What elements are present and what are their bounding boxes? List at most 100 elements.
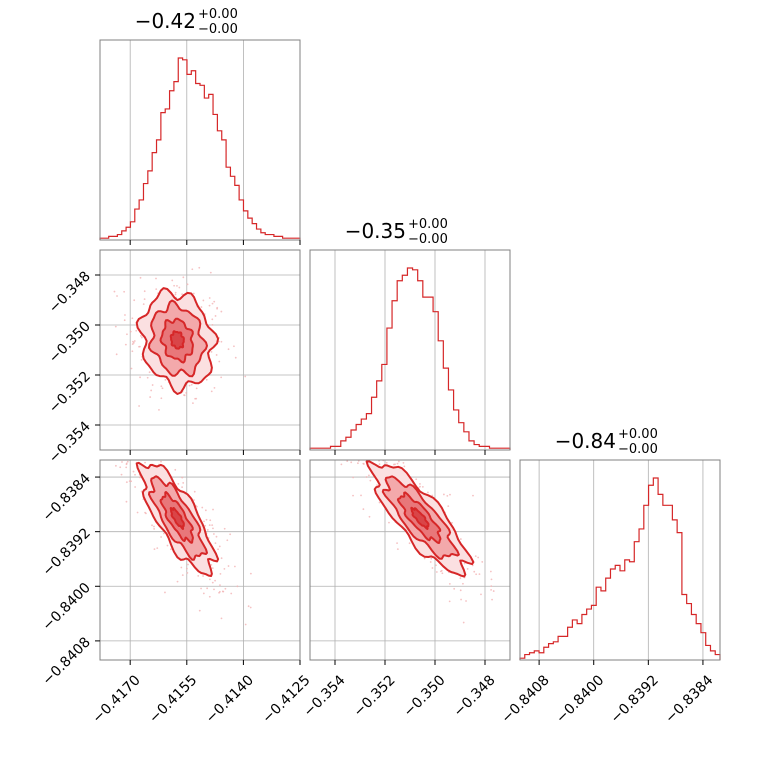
sample-point [198, 266, 201, 269]
sample-point [115, 464, 117, 467]
sample-point [171, 279, 174, 282]
sample-point [435, 571, 438, 573]
panel-title-plus: +0.00 [198, 7, 238, 22]
sample-point [176, 580, 179, 583]
sample-point [473, 570, 476, 573]
sample-point [233, 565, 236, 568]
sample-point [181, 293, 184, 296]
density-contour [169, 330, 185, 350]
sample-point [368, 515, 371, 518]
sample-point [187, 563, 189, 566]
sample-point [139, 276, 142, 279]
sample-point [210, 351, 213, 353]
sample-point [182, 276, 185, 279]
sample-point [202, 592, 205, 595]
sample-point [148, 371, 151, 374]
y-tick-label: −0.348 [46, 269, 94, 317]
sample-point [362, 508, 365, 511]
sample-point [393, 463, 395, 466]
sample-point [429, 561, 432, 563]
sample-point [161, 387, 164, 390]
scatter-contents [115, 451, 252, 626]
sample-point [459, 577, 462, 580]
histogram-panel-1: −0.42 +0.00−0.00 [99, 7, 301, 245]
sample-point [226, 539, 229, 542]
sample-point [185, 391, 188, 394]
sample-point [113, 290, 116, 293]
sample-point [236, 585, 239, 588]
y-tick-label: −0.8392 [40, 525, 94, 579]
x-tick-label: −0.352 [351, 672, 399, 720]
panel-title-plus: +0.00 [408, 217, 448, 232]
sample-point [491, 598, 493, 601]
sample-point [204, 524, 207, 527]
sample-point [346, 460, 349, 462]
sample-point [426, 491, 429, 494]
sample-point [160, 385, 163, 388]
sample-point [441, 572, 444, 575]
sample-point [220, 617, 223, 620]
sample-point [140, 358, 143, 361]
x-tick-label: −0.8384 [662, 672, 716, 726]
panel-title-value: −0.42 [135, 9, 196, 33]
sample-point [229, 533, 232, 536]
sample-point [186, 572, 189, 574]
sample-point [213, 588, 215, 591]
sample-point [133, 299, 136, 302]
x-tick-label: −0.4140 [203, 672, 257, 726]
sample-point [143, 298, 146, 301]
sample-point [177, 482, 180, 485]
scatter-panel-3-2: −0.354 −0.352 −0.350 −0.348 [301, 422, 511, 720]
sample-point [386, 435, 388, 437]
sample-point [195, 397, 198, 400]
panel-frame [99, 39, 301, 241]
sample-point [213, 386, 216, 389]
sample-point [153, 525, 155, 528]
sample-point [214, 542, 217, 545]
sample-point [136, 451, 138, 453]
sample-point [202, 575, 204, 577]
sample-point [492, 590, 495, 592]
sample-point [478, 573, 481, 576]
sample-point [211, 324, 214, 326]
sample-point [124, 343, 127, 346]
sample-point [193, 499, 195, 501]
histogram-step-line [99, 57, 301, 240]
sample-point [220, 310, 223, 313]
sample-point [214, 579, 216, 582]
sample-point [344, 422, 346, 424]
sample-point [490, 578, 493, 581]
sample-point [244, 375, 247, 378]
sample-point [138, 456, 140, 458]
sample-point [197, 575, 200, 577]
sample-point [480, 593, 482, 596]
sample-point [247, 605, 250, 608]
y-tick-label: −0.350 [46, 319, 94, 367]
density-contour [169, 507, 185, 530]
sample-point [489, 570, 492, 573]
sample-point [185, 567, 188, 570]
sample-point [396, 542, 398, 545]
sample-point [451, 521, 453, 524]
sample-point [131, 317, 134, 320]
sample-point [430, 557, 433, 560]
sample-point [182, 482, 185, 484]
sample-point [244, 623, 247, 626]
sample-point [218, 360, 221, 363]
sample-point [150, 389, 153, 392]
sample-point [385, 461, 388, 464]
sample-point [431, 494, 434, 497]
sample-point [352, 476, 355, 479]
sample-point [191, 268, 194, 271]
sample-point [174, 468, 177, 471]
sample-point [160, 536, 162, 538]
sample-point [140, 490, 143, 493]
sample-point [204, 509, 207, 512]
sample-point [146, 376, 149, 379]
sample-point [230, 592, 233, 595]
sample-point [360, 494, 362, 497]
sample-point [208, 595, 211, 598]
y-tick-label: −0.8408 [40, 634, 94, 688]
sample-point [139, 376, 141, 379]
